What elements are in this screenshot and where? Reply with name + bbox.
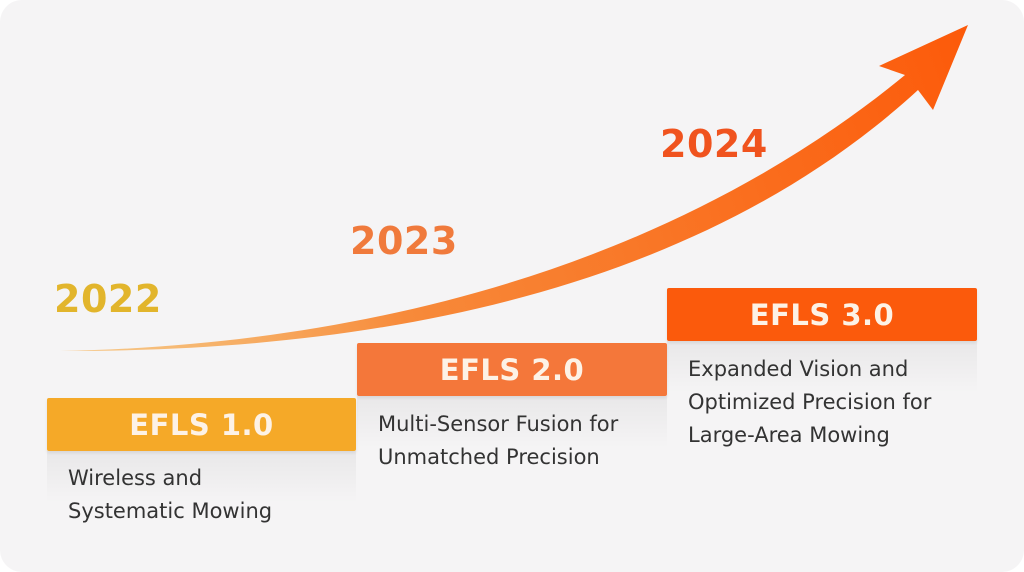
description-line: Multi-Sensor Fusion for xyxy=(378,412,619,436)
description-line: Optimized Precision for xyxy=(688,390,932,414)
year-2022: 2022 xyxy=(54,277,162,321)
efls-2-label: EFLS 2.0 xyxy=(439,352,585,387)
efls-2-step: EFLS 2.0 xyxy=(357,343,667,396)
efls-1-step: EFLS 1.0 xyxy=(47,398,356,451)
efls-1-label: EFLS 1.0 xyxy=(129,407,274,442)
description-line: Expanded Vision and xyxy=(688,357,909,381)
description-line: Unmatched Precision xyxy=(378,445,600,469)
efls-3-description: Expanded Vision and Optimized Precision … xyxy=(688,353,978,452)
step-3-shade xyxy=(667,341,977,393)
step-1-shade xyxy=(47,451,356,503)
year-2023: 2023 xyxy=(350,219,458,263)
description-line: Systematic Mowing xyxy=(68,499,273,523)
efls-3-label: EFLS 3.0 xyxy=(749,297,895,332)
step-2-shade xyxy=(357,396,667,448)
arrow-body xyxy=(60,25,968,352)
efls-1-description: Wireless and Systematic Mowing xyxy=(68,462,358,528)
year-2024: 2024 xyxy=(660,122,768,166)
description-line: Wireless and xyxy=(68,466,203,490)
efls-3-step: EFLS 3.0 xyxy=(667,288,977,341)
efls-2-description: Multi-Sensor Fusion for Unmatched Precis… xyxy=(378,408,668,474)
description-line: Large-Area Mowing xyxy=(688,423,890,447)
